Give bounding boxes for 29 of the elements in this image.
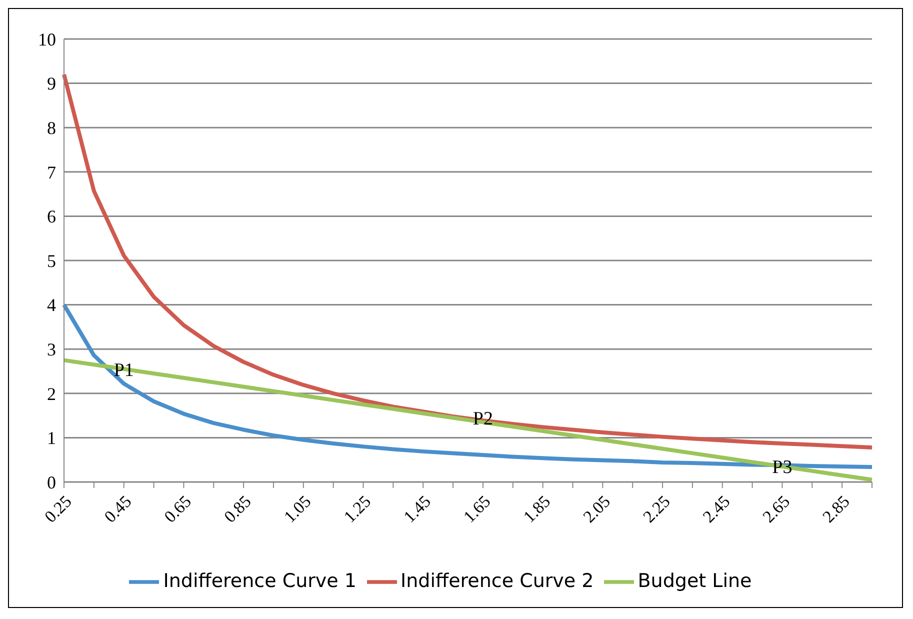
y-tick-label: 10 (38, 29, 56, 50)
x-tick-label: 1.65 (460, 492, 494, 526)
y-tick-label: 1 (47, 428, 56, 448)
y-tick-label: 2 (47, 384, 56, 404)
line-series (62, 72, 874, 450)
x-tick-label: 2.05 (580, 492, 614, 526)
x-tick-label: 0.25 (40, 492, 76, 526)
y-tick-label: 3 (47, 339, 56, 360)
x-tick-label: 2.65 (759, 492, 794, 526)
x-tick-label: 2.85 (818, 492, 854, 526)
x-tick-label: 2.45 (699, 492, 734, 526)
x-tick-label: 0.65 (160, 492, 196, 526)
legend-label: Indifference Curve 2 (400, 570, 594, 592)
x-tick-label: 2.25 (639, 492, 674, 526)
y-tick-label: 0 (47, 472, 56, 492)
x-tick-label: 1.05 (280, 492, 315, 526)
y-tick-label: 6 (47, 206, 56, 227)
y-tick-label: 9 (47, 74, 56, 94)
x-tick-label: 1.45 (400, 492, 434, 526)
x-tick-label: 1.25 (340, 492, 375, 526)
legend-label: Indifference Curve 1 (163, 570, 356, 592)
legend-label: Budget Line (638, 570, 752, 592)
y-tick-label: 7 (47, 162, 56, 182)
y-tick-label: 5 (47, 250, 56, 271)
x-tick-label: 1.85 (520, 492, 554, 526)
x-tick-label: 0.85 (220, 492, 255, 526)
y-tick-label: 8 (47, 118, 56, 138)
x-tick-label: 0.45 (100, 492, 136, 526)
y-tick-label: 4 (47, 295, 56, 316)
